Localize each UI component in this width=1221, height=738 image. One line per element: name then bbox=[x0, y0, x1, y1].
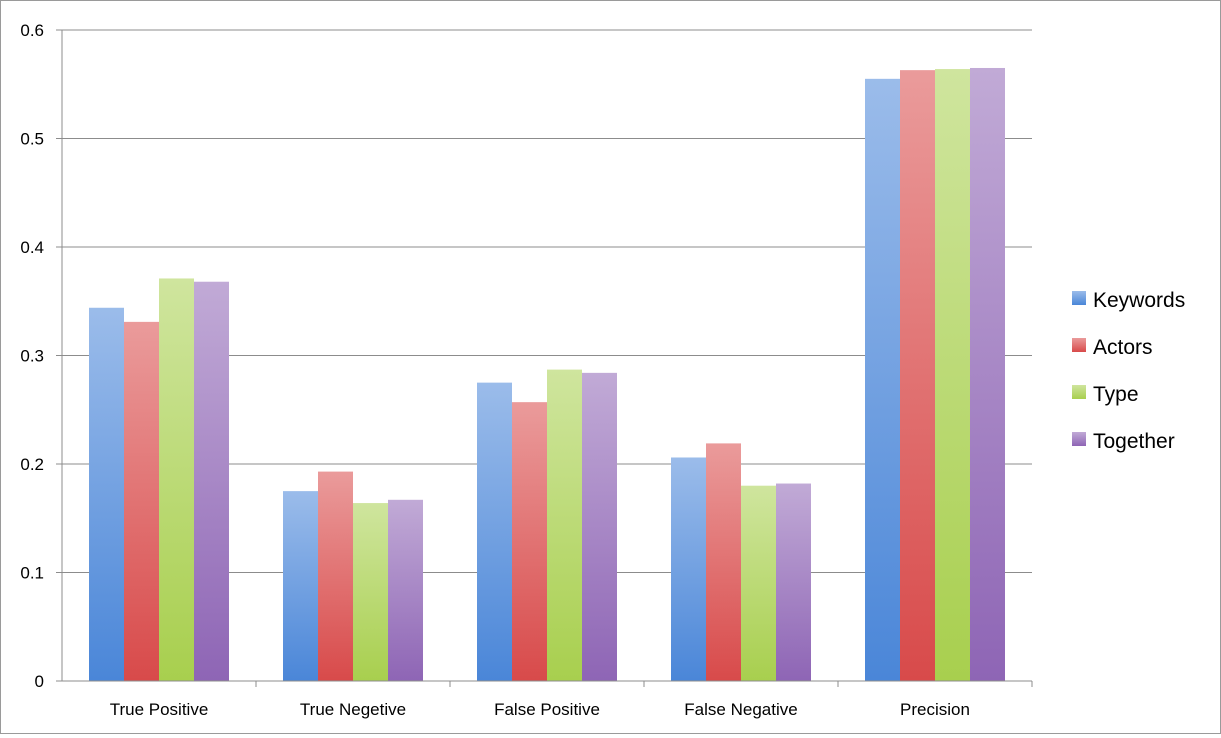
bar-keywords bbox=[671, 457, 706, 681]
bar-type bbox=[159, 278, 194, 681]
x-category-label: True Negetive bbox=[300, 700, 406, 719]
y-tick-label: 0.3 bbox=[20, 347, 44, 366]
y-tick-label: 0.6 bbox=[20, 21, 44, 40]
axes bbox=[61, 30, 1033, 687]
legend-swatch-keywords bbox=[1072, 291, 1086, 305]
bar-actors bbox=[318, 471, 353, 681]
bar-type bbox=[935, 69, 970, 681]
legend-label-type: Type bbox=[1093, 383, 1139, 406]
bar-actors bbox=[512, 402, 547, 681]
y-tick-label: 0.4 bbox=[20, 238, 44, 257]
legend-label-together: Together bbox=[1093, 430, 1175, 453]
legend-swatch-together bbox=[1072, 432, 1086, 446]
bars bbox=[89, 67, 1005, 682]
x-category-label: False Negative bbox=[684, 700, 797, 719]
bar-actors bbox=[900, 70, 935, 681]
y-tick-label: 0.1 bbox=[20, 564, 44, 583]
y-tick-label: 0 bbox=[35, 672, 44, 691]
x-category-label: Precision bbox=[900, 700, 970, 719]
y-tick-label: 0.2 bbox=[20, 455, 44, 474]
bar-actors bbox=[706, 443, 741, 681]
bar-together bbox=[582, 372, 617, 681]
x-category-labels: True Positive True Negetive False Positive… bbox=[110, 700, 970, 719]
legend: Keywords Actors Type Together bbox=[1072, 289, 1185, 453]
bar-together bbox=[970, 67, 1005, 682]
y-tick-label: 0.5 bbox=[20, 130, 44, 149]
bar-type bbox=[741, 485, 776, 681]
bar-type bbox=[353, 503, 388, 681]
bar-type bbox=[547, 369, 582, 681]
x-category-label: True Positive bbox=[110, 700, 209, 719]
bar-keywords bbox=[89, 307, 124, 681]
x-category-label: False Positive bbox=[494, 700, 600, 719]
legend-label-keywords: Keywords bbox=[1093, 289, 1185, 312]
bar-keywords bbox=[865, 78, 900, 681]
legend-label-actors: Actors bbox=[1093, 336, 1153, 359]
bar-keywords bbox=[283, 491, 318, 681]
y-tick-labels: 0 0.1 0.2 0.3 0.4 0.5 0.6 bbox=[20, 21, 44, 691]
legend-swatch-type bbox=[1072, 385, 1086, 399]
bar-actors bbox=[124, 321, 159, 681]
bar-together bbox=[776, 483, 811, 681]
legend-swatch-actors bbox=[1072, 338, 1086, 352]
bar-together bbox=[194, 281, 229, 681]
bar-together bbox=[388, 499, 423, 681]
bar-keywords bbox=[477, 382, 512, 681]
